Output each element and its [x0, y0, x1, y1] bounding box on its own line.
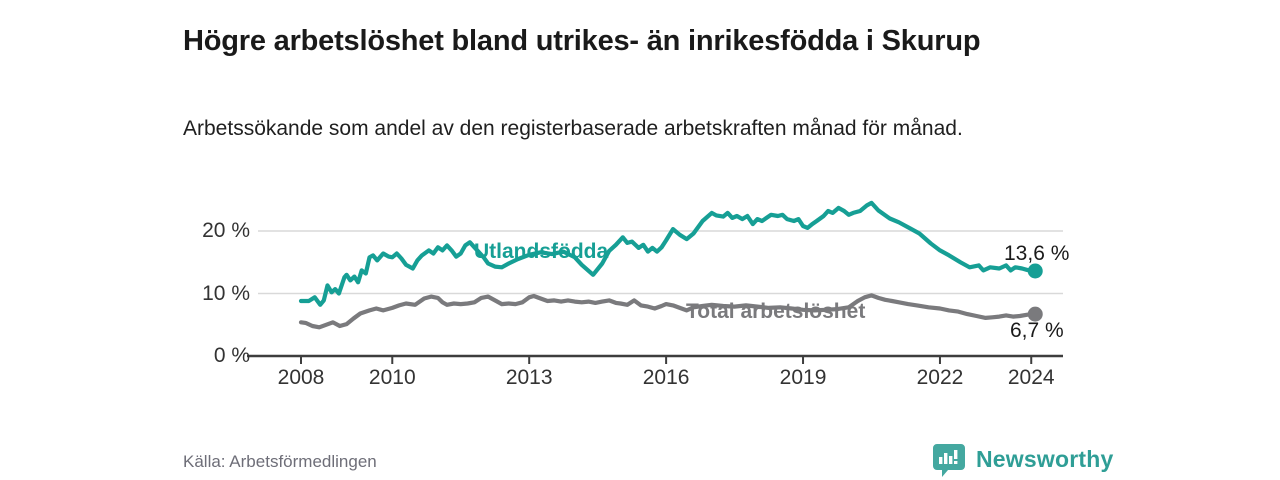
newsworthy-logo-link[interactable]: Newsworthy [932, 441, 1113, 477]
page-title: Högre arbetslöshet bland utrikes- än inr… [183, 25, 981, 58]
x-tick-label: 2013 [505, 366, 553, 389]
line-Utlandsfödda [298, 200, 1034, 307]
newsworthy-bubble-icon [933, 444, 965, 477]
y-tick-label: 0 % [213, 344, 250, 367]
x-tick-label: 2022 [916, 366, 964, 389]
x-tick-label: 2008 [277, 366, 325, 389]
end-dot-Utlandsfödda [1027, 263, 1043, 279]
source-note: Källa: Arbetsförmedlingen [183, 452, 377, 471]
page-subtitle: Arbetssökande som andel av den registerb… [183, 117, 963, 140]
x-tick-label: 2024 [1007, 366, 1055, 389]
series-label-total-arbetsloshet: Total arbetslöshet [686, 300, 866, 323]
series-label-utlandsfodda: Utlandsfödda [474, 240, 609, 263]
end-value-label-total-arbetsloshet: 6,7 % [1010, 319, 1064, 342]
y-tick-label: 20 % [202, 219, 250, 242]
end-value-label-utlandsfodda: 13,6 % [1004, 242, 1070, 265]
end-dot-Total arbetslöshet [1027, 306, 1043, 322]
y-tick-label: 10 % [202, 281, 250, 305]
newsworthy-wordmark: Newsworthy [976, 445, 1114, 472]
x-tick-label: 2016 [642, 366, 690, 389]
x-tick-label: 2019 [779, 366, 827, 389]
x-tick-label: 2010 [368, 366, 416, 389]
line-Total arbetslöshet [298, 293, 1034, 330]
